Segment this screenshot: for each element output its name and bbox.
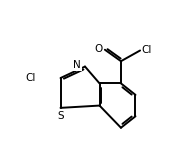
Text: N: N — [74, 60, 81, 70]
Text: O: O — [94, 44, 103, 54]
Text: S: S — [57, 111, 64, 121]
Text: Cl: Cl — [25, 73, 35, 83]
Text: Cl: Cl — [142, 45, 152, 56]
